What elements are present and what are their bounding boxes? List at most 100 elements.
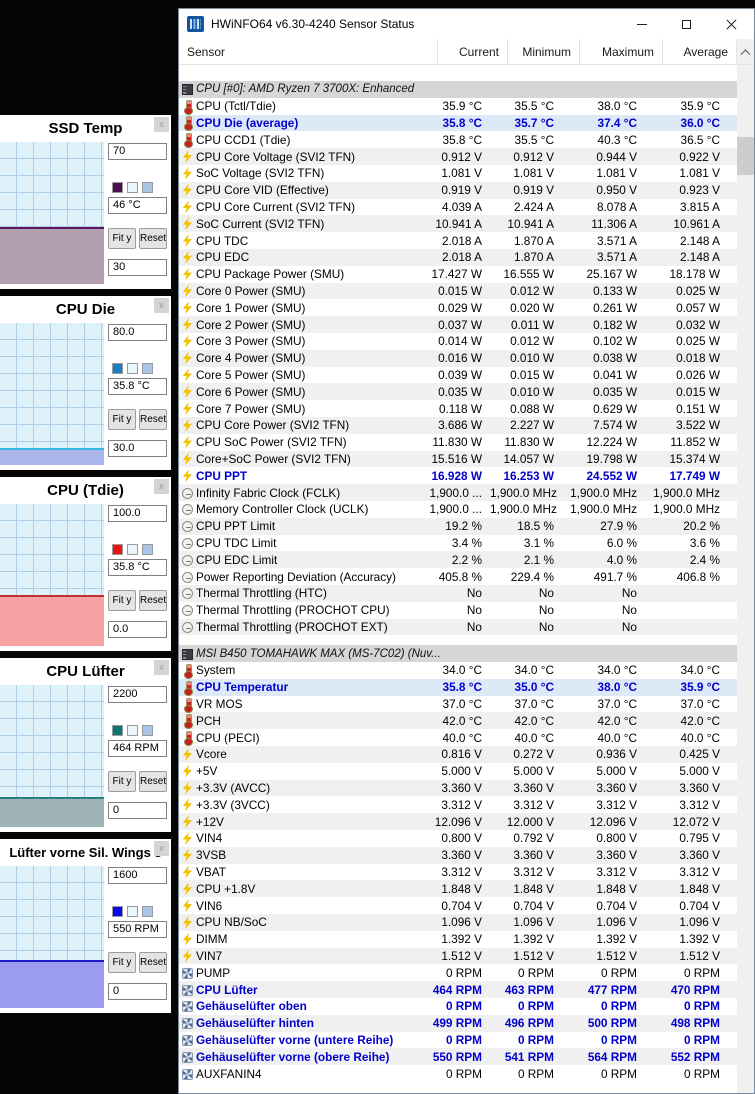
sensor-row[interactable]: Core 3 Power (SMU) 0.014 W 0.012 W 0.102… — [179, 333, 737, 350]
sensor-row[interactable]: PCH 42.0 °C 42.0 °C 42.0 °C 42.0 °C — [179, 712, 737, 730]
sensor-row[interactable]: CPU TDC 2.018 A 1.870 A 3.571 A 2.148 A — [179, 232, 737, 249]
line-color-swatch[interactable] — [112, 363, 123, 374]
sensor-row[interactable]: VIN6 0.704 V 0.704 V 0.704 V 0.704 V — [179, 897, 737, 914]
sensor-row[interactable]: CPU CCD1 (Tdie) 35.8 °C 35.5 °C 40.3 °C … — [179, 131, 737, 149]
sensor-row[interactable]: VBAT 3.312 V 3.312 V 3.312 V 3.312 V — [179, 864, 737, 881]
reset-button[interactable]: Reset — [139, 952, 167, 973]
sensor-row[interactable]: CPU Package Power (SMU) 17.427 W 16.555 … — [179, 266, 737, 283]
sensor-history-graph[interactable] — [0, 866, 104, 1008]
fit-y-button[interactable]: Fit y — [108, 590, 136, 611]
sensor-row[interactable]: CPU (Tctl/Tdie) 35.9 °C 35.5 °C 38.0 °C … — [179, 98, 737, 115]
scale-max-input[interactable]: 2200 — [108, 686, 167, 703]
sensor-row[interactable]: +3.3V (3VCC) 3.312 V 3.312 V 3.312 V 3.3… — [179, 796, 737, 813]
sensor-row[interactable]: Core 7 Power (SMU) 0.118 W 0.088 W 0.629… — [179, 400, 737, 417]
reset-button[interactable]: Reset — [139, 409, 167, 430]
background-color-swatch[interactable] — [127, 182, 138, 193]
scroll-up-button[interactable] — [737, 39, 754, 64]
sensor-row[interactable]: SoC Voltage (SVI2 TFN) 1.081 V 1.081 V 1… — [179, 165, 737, 182]
sensor-row[interactable]: CPU Temperatur 35.8 °C 35.0 °C 38.0 °C 3… — [179, 678, 737, 696]
sensor-row[interactable]: Core 1 Power (SMU) 0.029 W 0.020 W 0.261… — [179, 299, 737, 316]
scale-max-input[interactable]: 1600 — [108, 867, 167, 884]
background-color-swatch[interactable] — [127, 725, 138, 736]
maximize-button[interactable] — [664, 10, 709, 39]
sensor-row[interactable]: DIMM 1.392 V 1.392 V 1.392 V 1.392 V — [179, 931, 737, 948]
sensor-row[interactable]: CPU Die (average) 35.8 °C 35.7 °C 37.4 °… — [179, 114, 737, 132]
close-icon[interactable]: x — [154, 841, 169, 856]
reset-button[interactable]: Reset — [139, 771, 167, 792]
sensor-row[interactable]: CPU Core Power (SVI2 TFN) 3.686 W 2.227 … — [179, 416, 737, 434]
close-icon[interactable]: x — [154, 298, 169, 313]
close-icon[interactable]: x — [154, 660, 169, 675]
sensor-row[interactable]: 3VSB 3.360 V 3.360 V 3.360 V 3.360 V — [179, 846, 737, 864]
vertical-scrollbar[interactable] — [737, 65, 754, 1093]
sensor-row[interactable]: CPU SoC Power (SVI2 TFN) 11.830 W 11.830… — [179, 434, 737, 451]
panel-header[interactable]: Lüfter vorne Sil. Wings 3 x — [0, 839, 171, 865]
minimize-button[interactable] — [619, 10, 664, 39]
panel-header[interactable]: CPU Lüfter x — [0, 658, 171, 684]
sensor-row[interactable]: Core 0 Power (SMU) 0.015 W 0.012 W 0.133… — [179, 282, 737, 300]
sensor-history-graph[interactable] — [0, 142, 104, 284]
scale-max-input[interactable]: 70 — [108, 143, 167, 160]
sensor-history-graph[interactable] — [0, 504, 104, 646]
sensor-row[interactable]: CPU NB/SoC 1.096 V 1.096 V 1.096 V 1.096… — [179, 914, 737, 931]
sensor-row[interactable]: Core 2 Power (SMU) 0.037 W 0.011 W 0.182… — [179, 316, 737, 333]
sensor-row[interactable]: VIN4 0.800 V 0.792 V 0.800 V 0.795 V — [179, 830, 737, 847]
sensor-row[interactable]: AUXFANIN4 0 RPM 0 RPM 0 RPM 0 RPM — [179, 1065, 737, 1082]
line-color-swatch[interactable] — [112, 906, 123, 917]
sensor-row[interactable]: Infinity Fabric Clock (FCLK) 1,900.0 ...… — [179, 484, 737, 501]
sensor-row[interactable]: VIN7 1.512 V 1.512 V 1.512 V 1.512 V — [179, 947, 737, 965]
scale-max-input[interactable]: 80.0 — [108, 324, 167, 341]
scale-min-input[interactable]: 30.0 — [108, 440, 167, 457]
scale-max-input[interactable]: 100.0 — [108, 505, 167, 522]
line-color-swatch[interactable] — [112, 725, 123, 736]
sensor-row[interactable]: PUMP 0 RPM 0 RPM 0 RPM 0 RPM — [179, 964, 737, 981]
close-icon[interactable]: x — [154, 117, 169, 132]
fit-y-button[interactable]: Fit y — [108, 952, 136, 973]
scale-min-input[interactable]: 0 — [108, 983, 167, 1000]
sensor-row[interactable]: Gehäuselüfter hinten 499 RPM 496 RPM 500… — [179, 1014, 737, 1032]
scale-min-input[interactable]: 30 — [108, 259, 167, 276]
close-icon[interactable]: x — [154, 479, 169, 494]
column-average[interactable]: Average — [662, 39, 737, 64]
grid-color-swatch[interactable] — [142, 182, 153, 193]
column-current[interactable]: Current — [437, 39, 507, 64]
sensor-row[interactable]: Gehäuselüfter oben 0 RPM 0 RPM 0 RPM 0 R… — [179, 998, 737, 1015]
sensor-group-header[interactable]: MSI B450 TOMAHAWK MAX (MS-7C02) (Nuv... — [179, 645, 737, 663]
sensor-row[interactable]: CPU EDC 2.018 A 1.870 A 3.571 A 2.148 A — [179, 248, 737, 266]
sensor-row[interactable]: Thermal Throttling (PROCHOT CPU) No No N… — [179, 602, 737, 619]
sensor-row[interactable]: +3.3V (AVCC) 3.360 V 3.360 V 3.360 V 3.3… — [179, 779, 737, 797]
line-color-swatch[interactable] — [112, 544, 123, 555]
sensor-row[interactable]: Thermal Throttling (HTC) No No No — [179, 584, 737, 602]
sensor-row[interactable]: CPU Core Voltage (SVI2 TFN) 0.912 V 0.91… — [179, 148, 737, 165]
background-color-swatch[interactable] — [127, 544, 138, 555]
sensor-row[interactable]: CPU EDC Limit 2.2 % 2.1 % 4.0 % 2.4 % — [179, 551, 737, 569]
sensor-row[interactable]: Thermal Throttling (PROCHOT EXT) No No N… — [179, 618, 737, 636]
sensor-row[interactable]: CPU +1.8V 1.848 V 1.848 V 1.848 V 1.848 … — [179, 880, 737, 898]
sensor-row[interactable]: Core 5 Power (SMU) 0.039 W 0.015 W 0.041… — [179, 367, 737, 384]
sensor-row[interactable]: CPU TDC Limit 3.4 % 3.1 % 6.0 % 3.6 % — [179, 535, 737, 552]
sensor-row[interactable]: CPU Core VID (Effective) 0.919 V 0.919 V… — [179, 181, 737, 199]
sensor-row[interactable]: CPU PPT 16.928 W 16.253 W 24.552 W 17.74… — [179, 467, 737, 484]
sensor-row[interactable]: Core 4 Power (SMU) 0.016 W 0.010 W 0.038… — [179, 349, 737, 367]
sensor-row[interactable]: Core 6 Power (SMU) 0.035 W 0.010 W 0.035… — [179, 383, 737, 401]
sensor-row[interactable]: Gehäuselüfter vorne (obere Reihe) 550 RP… — [179, 1048, 737, 1066]
sensor-row[interactable]: Core+SoC Power (SVI2 TFN) 15.516 W 14.05… — [179, 450, 737, 468]
background-color-swatch[interactable] — [127, 363, 138, 374]
sensor-history-graph[interactable] — [0, 323, 104, 465]
grid-color-swatch[interactable] — [142, 544, 153, 555]
sensor-row[interactable]: CPU (PECI) 40.0 °C 40.0 °C 40.0 °C 40.0 … — [179, 729, 737, 747]
background-color-swatch[interactable] — [127, 906, 138, 917]
scale-min-input[interactable]: 0.0 — [108, 621, 167, 638]
titlebar[interactable]: HWiNFO64 v6.30-4240 Sensor Status — [179, 9, 754, 39]
sensor-row[interactable]: SoC Current (SVI2 TFN) 10.941 A 10.941 A… — [179, 215, 737, 233]
panel-header[interactable]: SSD Temp x — [0, 115, 171, 141]
sensor-row[interactable]: Power Reporting Deviation (Accuracy) 405… — [179, 568, 737, 585]
grid-color-swatch[interactable] — [142, 363, 153, 374]
sensor-row[interactable]: CPU PPT Limit 19.2 % 18.5 % 27.9 % 20.2 … — [179, 517, 737, 535]
scale-min-input[interactable]: 0 — [108, 802, 167, 819]
column-minimum[interactable]: Minimum — [507, 39, 579, 64]
sensor-row[interactable]: Memory Controller Clock (UCLK) 1,900.0 .… — [179, 501, 737, 518]
sensor-row[interactable]: VR MOS 37.0 °C 37.0 °C 37.0 °C 37.0 °C — [179, 696, 737, 713]
grid-color-swatch[interactable] — [142, 906, 153, 917]
fit-y-button[interactable]: Fit y — [108, 228, 136, 249]
